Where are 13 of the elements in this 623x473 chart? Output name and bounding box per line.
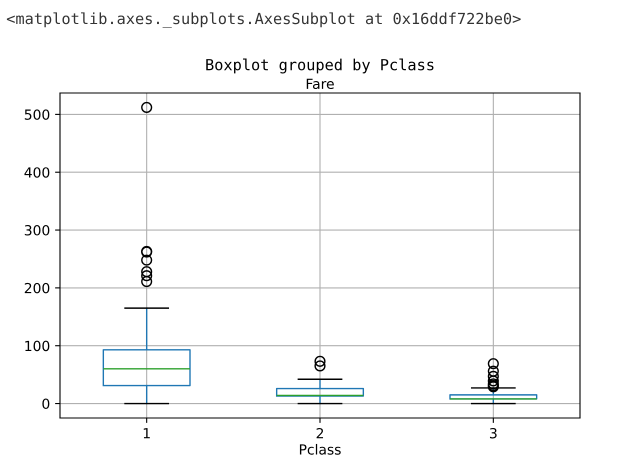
y-tick-label: 500 <box>24 109 50 120</box>
text: <matplotlib.axes._subplots.AxesSubplot at 0x16ddf722be0> <box>6 12 521 28</box>
x-tick-label: 2 <box>316 428 324 438</box>
y-tick-label: 300 <box>24 225 50 236</box>
chart-title: Fare <box>306 78 334 90</box>
x-axis-title: Pclass <box>300 444 341 455</box>
y-tick-label: 100 <box>25 340 50 352</box>
y-tick-label: 0 <box>42 398 50 410</box>
y-tick-label: 400 <box>24 167 50 178</box>
chart-subtitle: Boxplot grouped by Pclass <box>206 58 434 74</box>
y-tick-label: 200 <box>24 282 50 294</box>
x-tick-label: 1 <box>144 428 150 438</box>
x-tick-label: 3 <box>490 428 497 438</box>
